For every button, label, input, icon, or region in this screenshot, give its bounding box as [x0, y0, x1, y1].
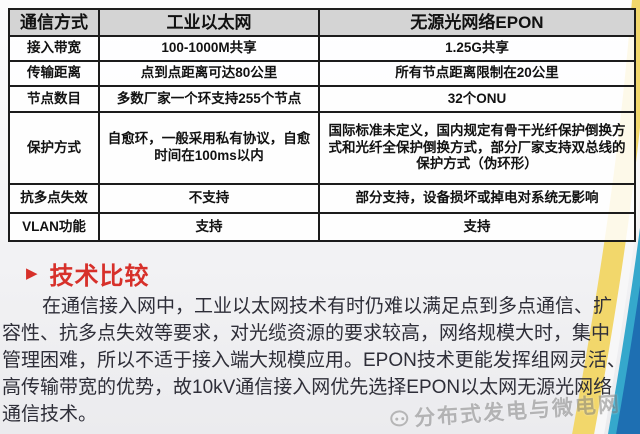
table-header-row: 通信方式 工业以太网 无源光网络EPON [8, 8, 636, 37]
header-cell-epon: 无源光网络EPON [318, 8, 636, 37]
section-heading: ▶ 技术比较 [26, 256, 150, 291]
epon-value: 国际标准未定义，国内规定有骨干光纤保护倒换方式和光纤全保护倒换方式，部分厂家支持… [318, 111, 636, 185]
epon-value: 1.25G共享 [318, 35, 636, 62]
paragraph-line: 通信技术。 [2, 404, 98, 425]
body-paragraph: 在通信接入网中，工业以太网技术有时仍难以满足点到多点通信、扩 容性、抗多点失效等… [2, 293, 638, 428]
table-row-multipoint-failure: 抗多点失效 不支持 部分支持，设备损坏或掉电对系统无影响 [8, 183, 636, 214]
row-label: 传输距离 [8, 60, 100, 87]
table-row-vlan: VLAN功能 支持 支持 [8, 212, 636, 242]
row-label: 节点数目 [8, 85, 100, 113]
section-title: 技术比较 [49, 263, 150, 290]
table-row-distance: 传输距离 点到点距离可达80公里 所有节点距离限制在20公里 [8, 60, 636, 87]
header-cell-method: 通信方式 [8, 8, 100, 37]
paragraph-line: 高传输带宽的优势，故10kV通信接入网优先选择EPON以太网无源光网络 [2, 377, 613, 398]
epon-value: 支持 [318, 212, 636, 242]
ethernet-value: 多数厂家一个环支持255个节点 [98, 85, 320, 113]
row-label: 保护方式 [8, 111, 100, 185]
paragraph-line: 管理困难，所以不适于接入端大规模应用。EPON技术更能发挥组网灵活、 [2, 350, 626, 371]
epon-value: 部分支持，设备损坏或掉电对系统无影响 [318, 183, 636, 214]
row-label: 接入带宽 [8, 35, 100, 62]
paragraph-line: 在通信接入网中，工业以太网技术有时仍难以满足点到多点通信、扩 [42, 296, 613, 317]
epon-value: 32个ONU [318, 85, 636, 113]
table-row-protection: 保护方式 自愈环，一般采用私有协议，自愈时间在100ms以内 国际标准未定义，国… [8, 111, 636, 185]
triangle-bullet-icon: ▶ [26, 265, 38, 282]
header-cell-ethernet: 工业以太网 [98, 8, 320, 37]
paragraph-line: 容性、抗多点失效等要求，对光缆资源的要求较高，网络规模大时，集中 [2, 323, 611, 344]
ethernet-value: 不支持 [98, 183, 320, 214]
table-row-bandwidth: 接入带宽 100-1000M共享 1.25G共享 [8, 35, 636, 62]
ethernet-value: 自愈环，一般采用私有协议，自愈时间在100ms以内 [98, 111, 320, 185]
table-row-nodes: 节点数目 多数厂家一个环支持255个节点 32个ONU [8, 85, 636, 113]
epon-value: 所有节点距离限制在20公里 [318, 60, 636, 87]
row-label: 抗多点失效 [8, 183, 100, 214]
watermark-logo-icon [389, 409, 409, 428]
row-label: VLAN功能 [8, 212, 100, 242]
ethernet-value: 100-1000M共享 [98, 35, 320, 62]
ethernet-value: 点到点距离可达80公里 [98, 60, 320, 87]
ethernet-value: 支持 [98, 212, 320, 242]
comparison-table: 通信方式 工业以太网 无源光网络EPON 接入带宽 100-1000M共享 1.… [8, 8, 636, 242]
